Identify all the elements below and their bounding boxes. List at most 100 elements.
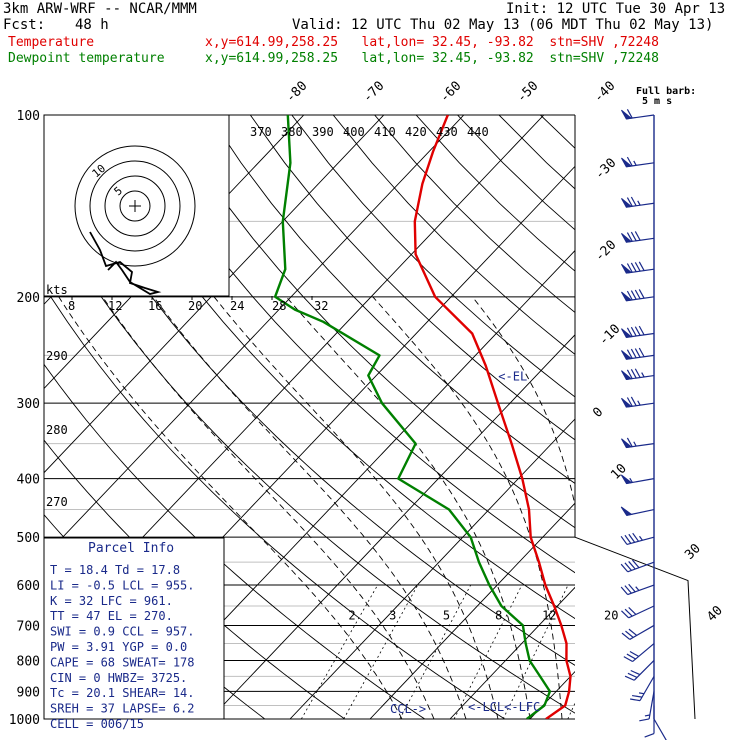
parcel-info-row: TT = 47 EL = 270. [50, 609, 173, 623]
dry-adiabat-line [665, 115, 740, 719]
dewpoint-profile [273, 115, 552, 719]
wind-barb-feather [628, 561, 636, 570]
wind-barb-feather [630, 196, 637, 207]
dry-adiabat-line [84, 115, 575, 620]
wind-barb-feather [629, 650, 639, 657]
wind-barb-feather [624, 562, 632, 571]
dry-adiabat-line [44, 285, 506, 719]
wind-barb [648, 691, 655, 720]
wind-barb-feather [638, 289, 645, 299]
hodograph-speed-label: 12 [108, 299, 122, 313]
pressure-tick-label: 900 [17, 685, 40, 700]
barb-legend: Full barb: [636, 86, 696, 97]
wind-barb-feather [634, 262, 641, 272]
forecast-label: Fcst: [3, 17, 46, 33]
wind-barb-feather [628, 533, 636, 543]
pressure-tick-label: 1000 [9, 713, 40, 728]
pressure-tick-label: 500 [17, 531, 40, 546]
isotherm-line [289, 418, 575, 719]
wind-barb-feather [634, 289, 641, 300]
wind-barbs [620, 109, 667, 740]
lcl-lfc-annotation: <-LCL<-LFC [468, 700, 540, 714]
wind-barb-feather [641, 372, 645, 378]
moist-adiabat-line [372, 296, 563, 719]
isotherm-label: -30 [592, 156, 619, 183]
mixing-ratio-line [567, 702, 575, 719]
wind-barb-feather [638, 347, 645, 358]
mixing-ratio-lines [300, 584, 575, 719]
isotherm-line [44, 115, 385, 474]
wind-barb-feather [626, 327, 633, 337]
theta-label: 370 [250, 125, 272, 139]
dewpoint-location-info: x,y=614.99,258.25 lat,lon= 32.45, -93.82… [205, 51, 659, 66]
wind-barb-feather [638, 261, 645, 271]
wind-barb-feather [637, 200, 641, 206]
isotherm-label: 30 [682, 541, 704, 563]
chart-boundary [574, 115, 696, 720]
el-annotation: <-EL [498, 370, 527, 384]
wind-barb-feather [621, 610, 630, 619]
theta-label: 280 [46, 423, 68, 437]
wind-barb-feather [639, 718, 650, 722]
mixing-ratio-label: 3 [389, 608, 396, 622]
wind-barb-feather [620, 586, 629, 595]
wind-barb-flag [620, 506, 633, 516]
wind-barb-feather [626, 397, 633, 407]
wind-barb-flag [621, 397, 633, 408]
wind-barb-feather [626, 437, 633, 447]
wind-barb-feather [635, 586, 640, 591]
hodograph-speed-label: 20 [188, 299, 202, 313]
moist-adiabat-line [472, 296, 575, 508]
hodograph-speed-label: 28 [272, 299, 286, 313]
parcel-info-row: Tc = 20.1 SHEAR= 14. [50, 686, 195, 700]
moist-adiabat-line [285, 296, 531, 719]
wind-barb-feather [626, 349, 633, 359]
wind-barb-feather [632, 532, 640, 542]
pressure-tick-label: 600 [17, 579, 40, 594]
dry-adiabat-line [249, 115, 575, 441]
isotherm-label: -70 [360, 79, 387, 106]
valid-time: Valid: 12 UTC Thu 02 May 13 (06 MDT Thu … [292, 17, 714, 33]
wind-barb-feather [626, 232, 633, 242]
theta-label: 270 [46, 495, 68, 509]
wind-barb-feather [626, 109, 633, 119]
theta-label: 410 [374, 125, 396, 139]
temperature-legend: Temperature [8, 35, 95, 50]
isotherm-line [369, 502, 575, 719]
wind-barb-feather [637, 400, 641, 406]
wind-barb [627, 561, 655, 573]
wind-barb-flag [621, 350, 633, 360]
dry-adiabat-line [167, 115, 575, 529]
moist-adiabats [58, 296, 575, 719]
mixing-ratio-line [453, 584, 523, 719]
ccl-annotation: CCL-> [390, 702, 426, 716]
isotherm-label: 0 [590, 405, 606, 421]
wind-barb-feather [630, 669, 641, 676]
wind-barb-feather [626, 156, 633, 167]
wind-barb-feather [634, 368, 641, 378]
theta-label: 400 [343, 125, 365, 139]
wind-barb-feather [626, 369, 633, 379]
wind-barb-feather [626, 197, 633, 207]
wind-barb-feather [620, 563, 629, 573]
hodograph-speed-label: 24 [230, 299, 244, 313]
moist-adiabat-line [573, 296, 575, 300]
moist-adiabat-line [58, 296, 403, 719]
mixing-ratio-line [343, 584, 419, 719]
dry-adiabat-line [415, 115, 575, 272]
wind-barb-feather [628, 628, 638, 636]
dry-adiabat-line [208, 115, 575, 484]
theta-label: 430 [436, 125, 458, 139]
wind-barb [639, 676, 655, 701]
wind-barb-feather [624, 585, 632, 594]
hodograph-trace [89, 231, 162, 295]
hodograph-ring [119, 190, 151, 222]
wind-barb-feather [633, 441, 637, 447]
wind-barb-feather [628, 583, 636, 593]
mixing-ratio-label: 12 [542, 608, 556, 622]
wind-barb-flag [621, 291, 633, 302]
hodograph-speed-label: 8 [68, 299, 75, 313]
parcel-info-row: K = 32 LFC = 961. [50, 594, 173, 608]
wind-barb-feather [638, 692, 645, 695]
